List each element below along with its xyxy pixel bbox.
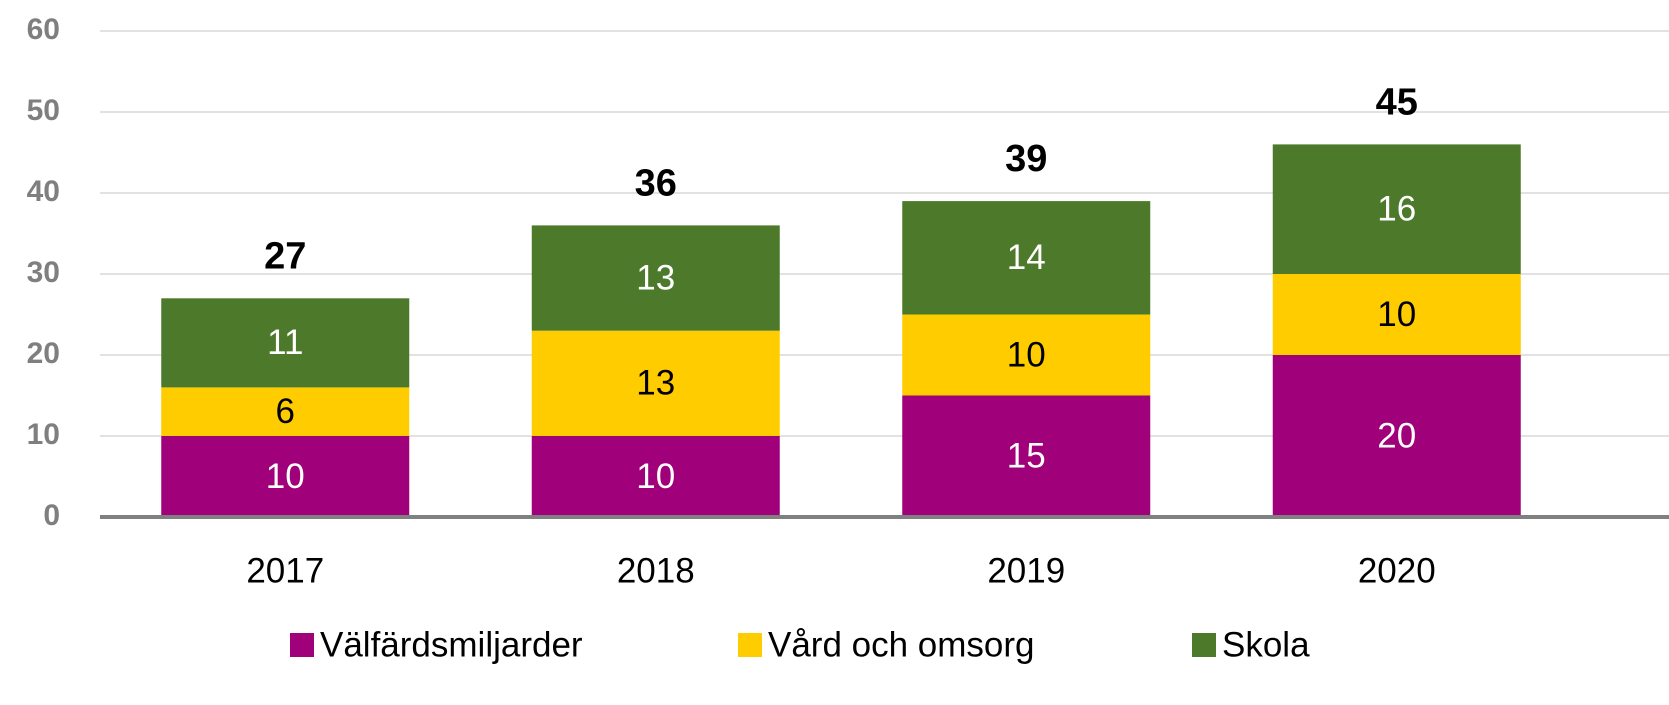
y-tick-label: 20: [27, 337, 60, 370]
bar-segment: [161, 298, 410, 388]
legend-label: Välfärdsmiljarder: [320, 625, 583, 664]
data-label: 13: [636, 258, 675, 297]
y-tick-label: 60: [27, 13, 60, 46]
data-label: 16: [1377, 189, 1416, 228]
data-label: 10: [1007, 335, 1046, 374]
bar-segment: [902, 395, 1151, 517]
total-label: 36: [635, 162, 677, 204]
data-label: 15: [1007, 437, 1046, 476]
y-tick-label: 50: [27, 94, 60, 127]
y-tick-label: 0: [43, 499, 60, 532]
bar-segment: [902, 201, 1151, 315]
x-tick-label: 2017: [246, 551, 324, 590]
legend-label: Vård och omsorg: [768, 625, 1035, 664]
bar-segment: [1272, 355, 1521, 517]
bar-segment: [161, 387, 410, 436]
legend-swatch: [290, 633, 314, 657]
y-tick-label: 10: [27, 418, 60, 451]
bar-segment: [1272, 274, 1521, 355]
bar-segment: [1272, 144, 1521, 274]
y-tick-label: 40: [27, 175, 60, 208]
data-label: 11: [267, 323, 303, 362]
legend-swatch: [1192, 633, 1216, 657]
total-label: 45: [1376, 81, 1418, 123]
data-label: 10: [636, 457, 675, 496]
bar-segment: [531, 225, 780, 331]
data-label: 13: [636, 364, 675, 403]
bar-segment: [531, 330, 780, 436]
bar-segment: [531, 436, 780, 517]
bar-segment: [161, 436, 410, 517]
legend-swatch: [738, 633, 762, 657]
total-label: 27: [264, 235, 306, 277]
x-tick-label: 2018: [617, 551, 695, 590]
data-label: 6: [276, 392, 295, 431]
y-tick-label: 30: [27, 256, 60, 289]
x-tick-label: 2019: [987, 551, 1065, 590]
legend-label: Skola: [1222, 625, 1310, 664]
bar-segment: [902, 314, 1151, 396]
total-label: 39: [1005, 138, 1047, 180]
data-label: 20: [1377, 416, 1416, 455]
data-label: 10: [1377, 295, 1416, 334]
x-tick-label: 2020: [1358, 551, 1436, 590]
data-label: 14: [1007, 238, 1046, 277]
data-label: 10: [266, 457, 305, 496]
